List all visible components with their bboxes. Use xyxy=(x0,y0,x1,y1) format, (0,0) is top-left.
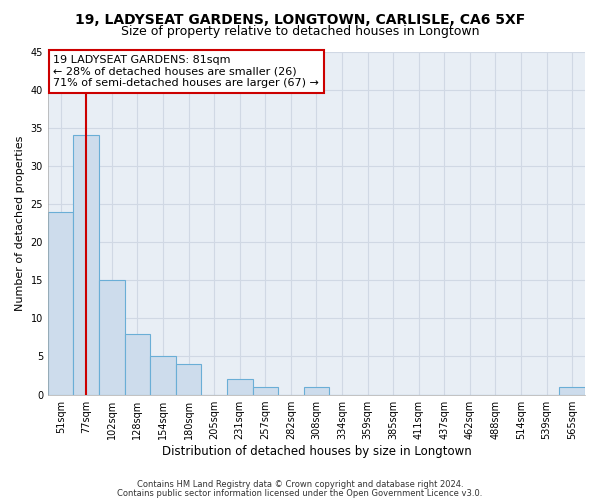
Bar xyxy=(227,380,253,394)
Bar xyxy=(48,212,73,394)
Text: Size of property relative to detached houses in Longtown: Size of property relative to detached ho… xyxy=(121,25,479,38)
Y-axis label: Number of detached properties: Number of detached properties xyxy=(15,136,25,310)
X-axis label: Distribution of detached houses by size in Longtown: Distribution of detached houses by size … xyxy=(161,444,472,458)
Bar xyxy=(253,387,278,394)
Bar xyxy=(176,364,202,394)
Bar xyxy=(73,136,99,394)
Text: 19, LADYSEAT GARDENS, LONGTOWN, CARLISLE, CA6 5XF: 19, LADYSEAT GARDENS, LONGTOWN, CARLISLE… xyxy=(75,12,525,26)
Bar xyxy=(125,334,150,394)
Bar xyxy=(99,280,125,394)
Bar xyxy=(150,356,176,395)
Text: 19 LADYSEAT GARDENS: 81sqm
← 28% of detached houses are smaller (26)
71% of semi: 19 LADYSEAT GARDENS: 81sqm ← 28% of deta… xyxy=(53,55,319,88)
Text: Contains HM Land Registry data © Crown copyright and database right 2024.: Contains HM Land Registry data © Crown c… xyxy=(137,480,463,489)
Bar xyxy=(559,387,585,394)
Bar xyxy=(304,387,329,394)
Text: Contains public sector information licensed under the Open Government Licence v3: Contains public sector information licen… xyxy=(118,488,482,498)
